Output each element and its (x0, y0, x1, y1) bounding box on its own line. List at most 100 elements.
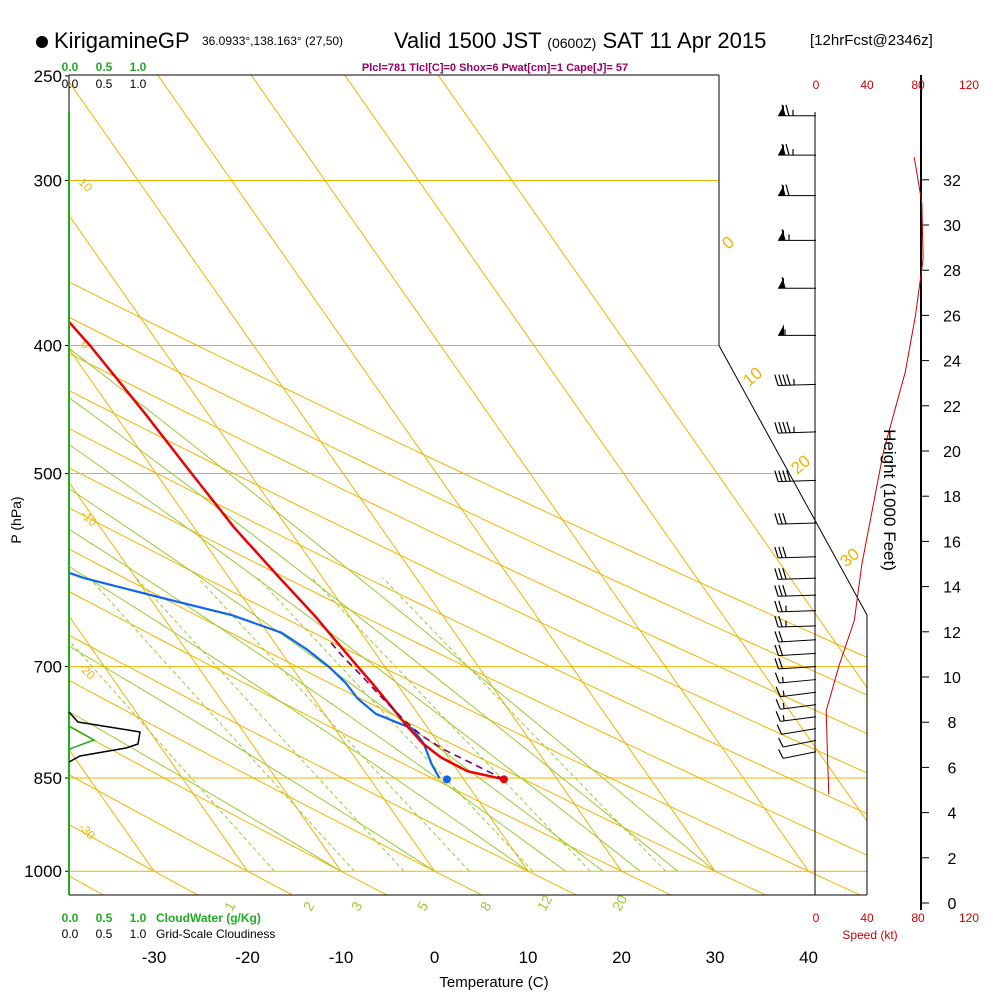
wind-barb (774, 615, 817, 628)
dry-adiabat-line (69, 774, 294, 895)
chart-header: KirigamineGP 36.0933°,138.163° (27,50) V… (30, 28, 990, 58)
wind-barb-flag (778, 585, 783, 597)
wind-barb (774, 512, 817, 525)
cloudiness-scale-top-label: 0.0 (62, 77, 79, 91)
height-tick-label: 10 (943, 670, 961, 687)
wind-barb-staff (778, 666, 817, 670)
isotherm-line (250, 75, 809, 872)
wind-barb-flag (774, 374, 779, 386)
height-tick-label: 8 (948, 715, 957, 732)
mixing-ratio-line (197, 577, 470, 872)
mixing-ratio-label: 20 (609, 892, 631, 914)
isotherm-line (69, 214, 529, 872)
wind-barb-flag (781, 229, 786, 241)
wind-barb-flag (774, 546, 779, 559)
cloudiness-profile (68, 711, 141, 763)
wind-barb (774, 470, 817, 483)
wind-barb-flag (781, 143, 786, 156)
speed-tick-label-bottom: 40 (860, 911, 874, 925)
wind-barb-flag (778, 600, 783, 612)
cloudwater-scale-top-label: 0.0 (62, 60, 79, 74)
wind-barb-flag (782, 421, 787, 434)
wind-barb-flag (782, 470, 787, 482)
wind-barb-staff (779, 679, 817, 684)
valid-time-jst: Valid 1500 JST (394, 28, 542, 53)
isotherm-line (437, 75, 867, 689)
speed-tick-label-top: 80 (911, 78, 925, 92)
pressure-tick-label: 300 (34, 172, 62, 191)
cloudiness-scale-bottom-label: 0.5 (96, 927, 113, 941)
height-tick-label: 4 (948, 806, 957, 823)
speed-tick-label-bottom: 0 (813, 911, 820, 925)
height-tick-label: 22 (943, 399, 961, 416)
wind-barb-flag (774, 568, 779, 580)
temperature-tick-label: -20 (235, 948, 260, 967)
cloudiness-scale-bottom-label: 0.0 (62, 927, 79, 941)
mixing-ratio-line (136, 577, 405, 872)
wind-barb (774, 600, 817, 613)
isotherm-label: 10 (76, 175, 96, 195)
pressure-tick-label: 250 (34, 67, 62, 86)
wind-barb-flag (778, 630, 784, 643)
temperature-tick-label: 30 (706, 948, 725, 967)
dry-adiabat-line (69, 679, 483, 895)
wind-barb (774, 421, 817, 434)
speed-tick-label-bottom: 80 (911, 911, 925, 925)
pressure-tick-label: 850 (34, 769, 62, 788)
mixing-ratio-label: 2 (300, 899, 318, 914)
wind-barb-flag (774, 658, 780, 670)
wind-barb (774, 672, 817, 684)
mixing-ratio-label: 8 (477, 899, 495, 914)
temperature-tick-label: 0 (430, 948, 439, 967)
wind-barb-flag (774, 615, 779, 628)
wind-barb-flag (775, 711, 781, 722)
height-tick-label: 28 (943, 263, 961, 280)
wind-barb-flag (778, 737, 784, 748)
wind-barb-flag (778, 546, 783, 558)
isotherm-label: -20 (76, 660, 98, 682)
mixing-ratio-label: 12 (534, 892, 556, 914)
station-coords: 36.0933°,138.163° (27,50) (202, 34, 344, 48)
wind-barb-flag (775, 686, 781, 698)
wind-barb (778, 143, 816, 156)
wind-barb-flag (786, 470, 791, 482)
wind-barb-flag (785, 143, 790, 156)
mixing-ratio-line (382, 577, 667, 872)
dry-adiabat-line (69, 428, 867, 815)
wind-barb-flag (774, 422, 779, 434)
forecast-run: [12hrFcst@2346z] (810, 32, 933, 49)
height-tick-label: 32 (943, 173, 961, 190)
wind-barb (776, 724, 817, 735)
isotherm-line (69, 748, 155, 872)
wind-barb (778, 184, 816, 197)
temperature-tick-label: 40 (799, 948, 818, 967)
pressure-tick-label: 500 (34, 465, 62, 484)
wind-barb-flag (782, 584, 787, 597)
barb-panel-mask (719, 75, 867, 615)
wind-barb-flag (782, 374, 787, 386)
wind-speed-profile (825, 157, 924, 795)
wind-barb-flag (778, 374, 783, 386)
wind-barb (774, 374, 817, 387)
wind-barb-staff (778, 522, 817, 525)
moist-adiabat-line (69, 645, 435, 872)
pressure-tick-label: 700 (34, 658, 62, 677)
mixing-ratio-label: 3 (348, 899, 366, 914)
height-tick-label: 30 (943, 218, 961, 235)
wind-barb-flag (782, 512, 787, 525)
wind-barb-flag (774, 644, 780, 656)
wind-barb-flag (782, 568, 787, 580)
mixing-ratio-line (257, 577, 534, 872)
wind-barb-flag (775, 698, 781, 710)
wind-barb-flag (778, 470, 783, 482)
wind-barb-flag (774, 585, 779, 597)
speed-tick-label-top: 0 (813, 78, 820, 92)
wind-barb-staff (780, 716, 817, 722)
height-tick-label: 24 (943, 354, 961, 371)
dry-adiabat-line (69, 389, 867, 774)
wind-barb-flag (774, 631, 780, 643)
moist-adiabat-line (69, 397, 679, 872)
cloudwater-scale-top-label: 0.5 (96, 60, 113, 74)
isotherm-line (157, 75, 716, 872)
